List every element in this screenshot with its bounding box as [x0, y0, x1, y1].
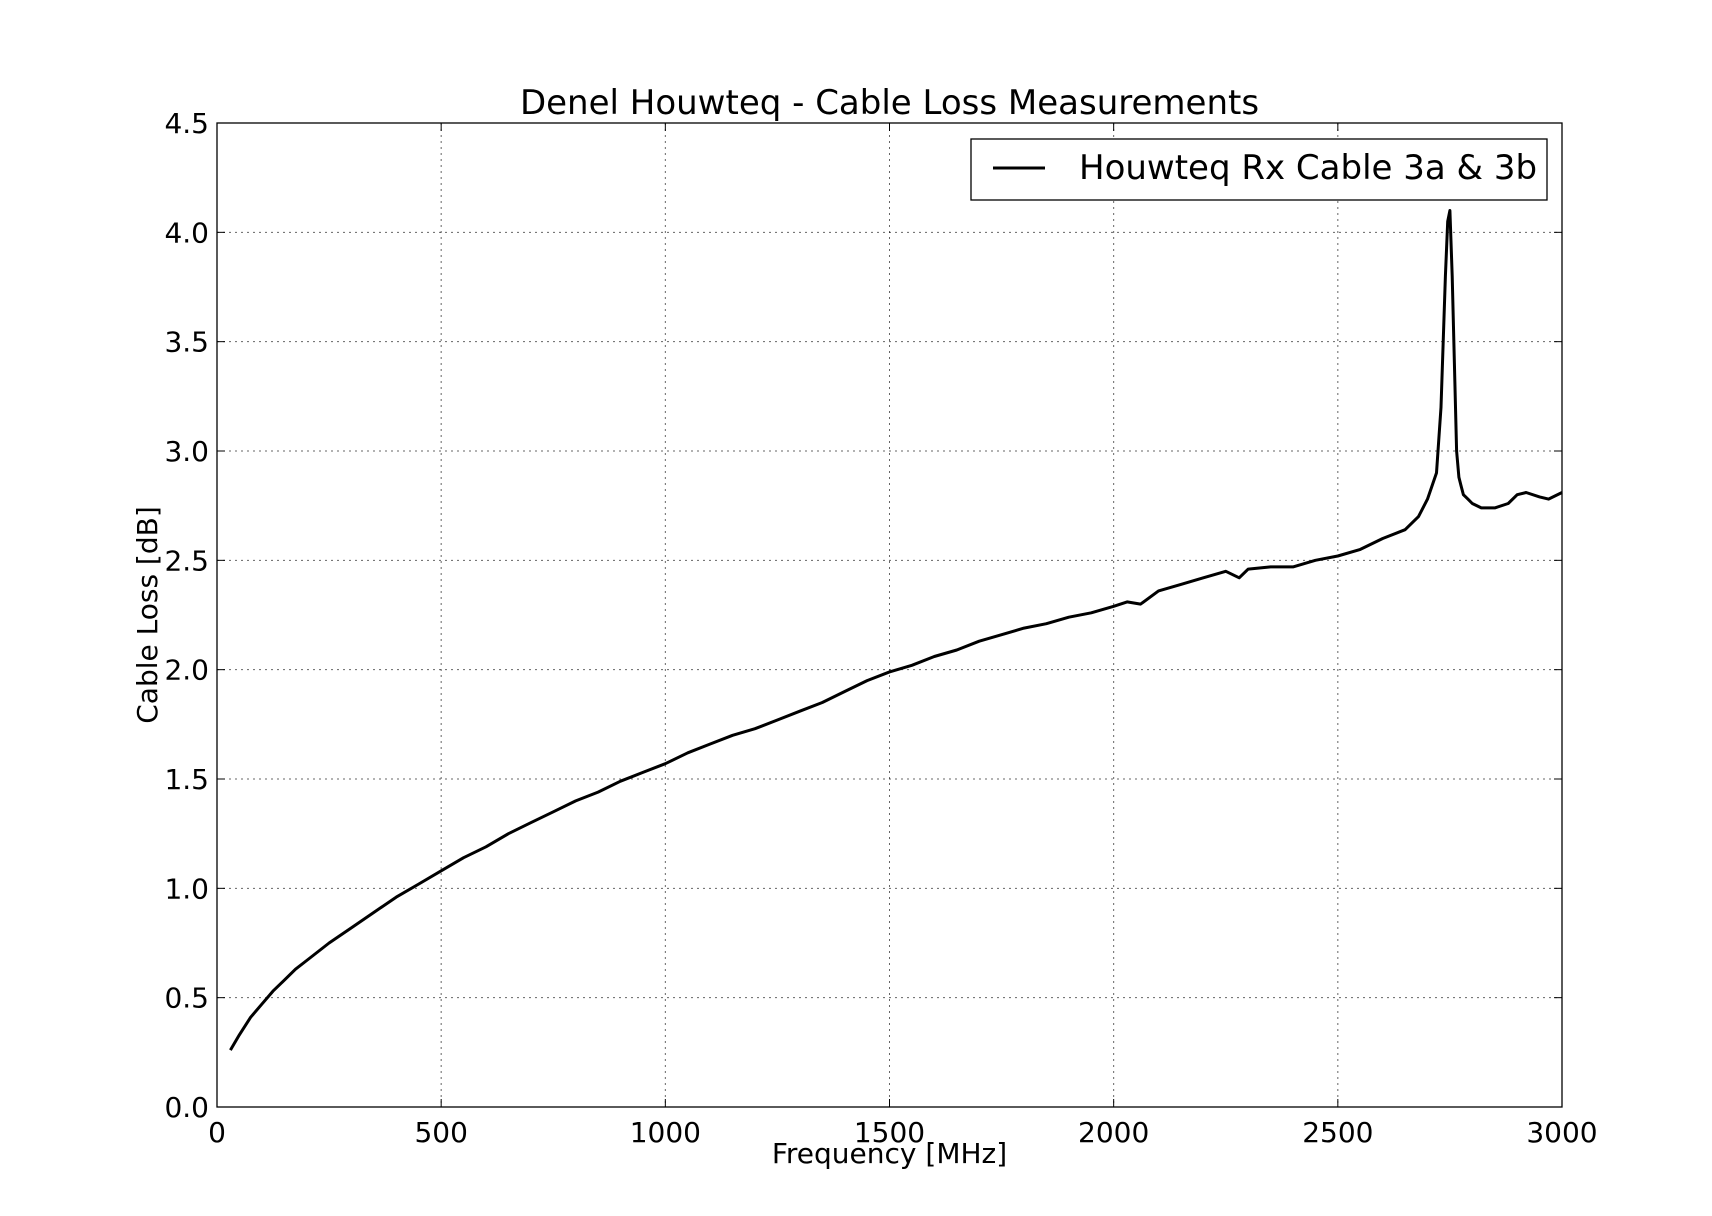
y-tick-label: 1.0: [164, 872, 209, 905]
y-tick-label: 4.0: [164, 216, 209, 249]
axis-ticks: 0 500 1000 1500 2000 2500 3000 0.0 0.5 1.0 1.5 2.0 2…: [164, 107, 1597, 1149]
x-tick-label: 3000: [1526, 1116, 1597, 1149]
x-tick-label: 500: [414, 1116, 467, 1149]
y-tick-label: 1.5: [164, 763, 209, 796]
y-tick-label: 3.0: [164, 435, 209, 468]
x-tick-label: 0: [208, 1116, 226, 1149]
y-tick-label: 3.5: [164, 326, 209, 359]
y-tick-label: 4.5: [164, 107, 209, 140]
series-line: [229, 209, 1563, 1051]
plot-area-frame: [216, 122, 1563, 1108]
y-tick-label: 2.5: [164, 544, 209, 577]
grid: [217, 123, 1562, 1107]
legend-entry-label: Houwteq Rx Cable 3a & 3b: [1079, 148, 1537, 188]
y-tick-label: 0.5: [164, 982, 209, 1015]
chart-title: Denel Houwteq - Cable Loss Measurements: [520, 83, 1259, 123]
y-tick-label: 2.0: [164, 654, 209, 687]
x-tick-label: 2500: [1302, 1116, 1373, 1149]
x-tick-label: 1000: [630, 1116, 701, 1149]
x-tick-label: 1500: [854, 1116, 925, 1149]
x-axis-label: Frequency [MHz]: [772, 1137, 1007, 1170]
y-axis-label: Cable Loss [dB]: [131, 506, 164, 724]
y-tick-label: 0.0: [164, 1091, 209, 1124]
series-layer: [229, 209, 1563, 1051]
legend: Houwteq Rx Cable 3a & 3b: [970, 138, 1548, 201]
x-tick-label: 2000: [1078, 1116, 1149, 1149]
legend-box: [970, 138, 1548, 201]
